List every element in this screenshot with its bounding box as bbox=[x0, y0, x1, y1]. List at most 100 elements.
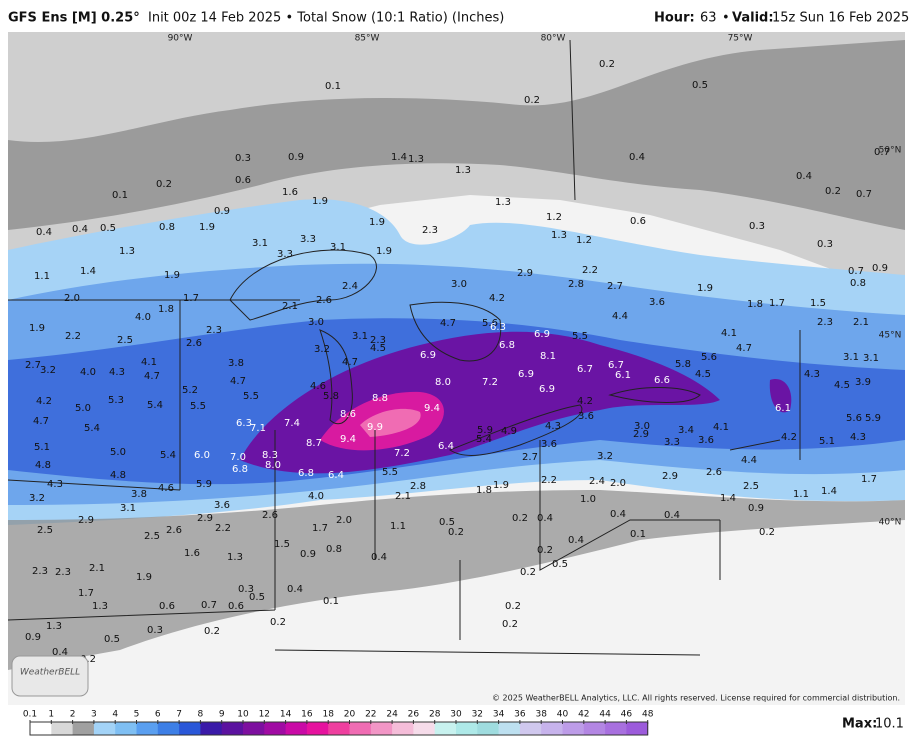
colorbar-swatch bbox=[434, 722, 457, 735]
lake-erie bbox=[448, 404, 583, 456]
snow-amount-label: 6.7 bbox=[577, 364, 593, 375]
snow-amount-label: 0.2 bbox=[759, 527, 775, 538]
snow-amount-label: 1.8 bbox=[158, 304, 174, 315]
snow-amount-label: 0.3 bbox=[235, 153, 251, 164]
pink-max bbox=[360, 408, 421, 437]
colorbar-swatch bbox=[136, 722, 159, 735]
logo-box bbox=[11, 655, 89, 697]
snow-amount-label: 2.3 bbox=[422, 225, 438, 236]
colorbar-tick-label: 0.1 bbox=[23, 710, 37, 720]
colorbar-tick-label: 9 bbox=[219, 710, 225, 720]
colorbar-tick-label: 34 bbox=[493, 710, 505, 720]
colorbar-tick-label: 30 bbox=[450, 710, 462, 720]
snow-amount-label: 5.4 bbox=[84, 423, 100, 434]
snow-amount-label: 0.4 bbox=[52, 647, 68, 658]
colorbar-tick-label: 32 bbox=[472, 710, 483, 720]
run-info: Init 00z 14 Feb 2025 • Total Snow (10:1 … bbox=[148, 11, 504, 26]
snow-amount-label: 2.0 bbox=[610, 478, 626, 489]
snow-amount-label: 9.4 bbox=[424, 403, 440, 414]
colorbar-swatch bbox=[30, 722, 52, 735]
colorbar-tick-label: 44 bbox=[599, 710, 611, 720]
snow-amount-label: 2.1 bbox=[282, 301, 298, 312]
snow-amount-label: 1.9 bbox=[29, 323, 45, 334]
snow-amount-label: 1.3 bbox=[408, 154, 424, 165]
snow-amount-label: 4.7 bbox=[230, 376, 246, 387]
snow-amount-label: 1.3 bbox=[46, 621, 62, 632]
colorbar-swatch bbox=[93, 722, 116, 735]
snow-amount-label: 3.0 bbox=[634, 421, 650, 432]
snow-amount-label: 2.1 bbox=[853, 317, 869, 328]
snow-amount-label: 6.9 bbox=[420, 350, 436, 361]
longitude-label: 85°W bbox=[355, 34, 380, 44]
snow-amount-label: 0.4 bbox=[371, 552, 387, 563]
snow-amount-label: 0.4 bbox=[72, 224, 88, 235]
lake-huron bbox=[409, 301, 502, 362]
snow-amount-label: 5.4 bbox=[476, 434, 492, 445]
colorbar-swatch bbox=[264, 722, 287, 735]
snow-amount-label: 1.9 bbox=[199, 222, 215, 233]
snow-amount-label: 1.6 bbox=[282, 187, 298, 198]
snow-amount-label: 3.6 bbox=[649, 297, 665, 308]
snow-amount-label: 4.2 bbox=[577, 396, 593, 407]
snow-amount-label: 0.5 bbox=[249, 592, 265, 603]
snow-amount-label: 3.6 bbox=[541, 439, 557, 450]
snow-amount-label: 0.5 bbox=[100, 223, 116, 234]
colorbar-tick-label: 40 bbox=[557, 710, 569, 720]
lake-superior bbox=[229, 249, 377, 321]
snow-amount-label: 0.2 bbox=[448, 527, 464, 538]
snow-amount-label: 4.0 bbox=[308, 491, 324, 502]
snow-amount-label: 0.4 bbox=[537, 513, 553, 524]
snow-amount-label: 0.5 bbox=[692, 80, 708, 91]
latitude-label: 45°N bbox=[879, 331, 902, 341]
snow-amount-label: 5.5 bbox=[243, 391, 259, 402]
snow-amount-label: 6.6 bbox=[654, 375, 670, 386]
colorbar-swatch bbox=[221, 722, 244, 735]
snow-amount-label: 5.5 bbox=[382, 467, 398, 478]
snow-amount-label: 1.9 bbox=[697, 283, 713, 294]
snow-amount-label: 1.7 bbox=[183, 293, 199, 304]
snow-amount-label: 5.0 bbox=[110, 447, 126, 458]
colorbar-swatch bbox=[519, 722, 542, 735]
longitude-label: 75°W bbox=[728, 34, 753, 44]
snow-amount-label: 1.7 bbox=[312, 523, 328, 534]
snow-amount-label: 0.2 bbox=[512, 513, 528, 524]
snow-amount-label: 2.7 bbox=[522, 452, 538, 463]
snow-amount-label: 5.9 bbox=[477, 425, 493, 436]
snow-amount-label: 3.1 bbox=[843, 352, 859, 363]
colorbar-swatch bbox=[583, 722, 606, 735]
colorbar-swatch bbox=[349, 722, 372, 735]
colorbar-tick-label: 22 bbox=[365, 710, 376, 720]
snow-amount-label: 6.8 bbox=[232, 464, 248, 475]
snow-amount-label: 0.9 bbox=[872, 263, 888, 274]
snow-amount-label: 1.9 bbox=[164, 270, 180, 281]
snow-amount-label: 6.9 bbox=[539, 384, 555, 395]
map: 0.10.20.20.50.4 0.70.40.2 0.70.6 0.30.30.7 0… bbox=[7, 32, 905, 705]
snow-amount-label: 3.1 bbox=[252, 238, 268, 249]
snow-amount-label: 0.2 bbox=[270, 617, 286, 628]
snow-amount-label: 1.7 bbox=[861, 474, 877, 485]
snow-amount-label: 4.8 bbox=[35, 460, 51, 471]
snow-amount-label: 6.7 bbox=[608, 360, 624, 371]
snow-amount-label: 2.3 bbox=[817, 317, 833, 328]
colorbar-swatch bbox=[477, 722, 500, 735]
snow-amount-label: 4.9 bbox=[501, 426, 517, 437]
snow-amount-label: 1.1 bbox=[34, 271, 50, 282]
snow-amount-label: 0.4 bbox=[287, 584, 303, 595]
colorbar-swatch bbox=[498, 722, 521, 735]
snow-amount-label: 6.9 bbox=[518, 369, 534, 380]
snow-amount-label: 4.7 bbox=[144, 371, 160, 382]
snow-amount-label: 5.8 bbox=[323, 391, 339, 402]
lake-ontario bbox=[608, 387, 701, 403]
snow-amount-label: 0.3 bbox=[749, 221, 765, 232]
snow-amount-label: 2.5 bbox=[117, 335, 133, 346]
colorbar: 0.1 1 2 3 4 5 6 7 8 9 10 12 14 16 18 20 22 24 26 28 30 32 34 36… bbox=[23, 710, 654, 736]
snow-amount-label: 0.9 bbox=[25, 632, 41, 643]
logo: WeatherBELL bbox=[20, 668, 80, 678]
snow-amount-label: 4.3 bbox=[545, 421, 561, 432]
snow-amount-label: 3.8 bbox=[228, 358, 244, 369]
snow-amount-label: 1.9 bbox=[369, 217, 385, 228]
colorbar-swatch bbox=[562, 722, 585, 735]
header-separator: • bbox=[722, 11, 730, 26]
snow-amount-label: 0.1 bbox=[112, 190, 128, 201]
snow-amount-label: 4.8 bbox=[110, 470, 126, 481]
